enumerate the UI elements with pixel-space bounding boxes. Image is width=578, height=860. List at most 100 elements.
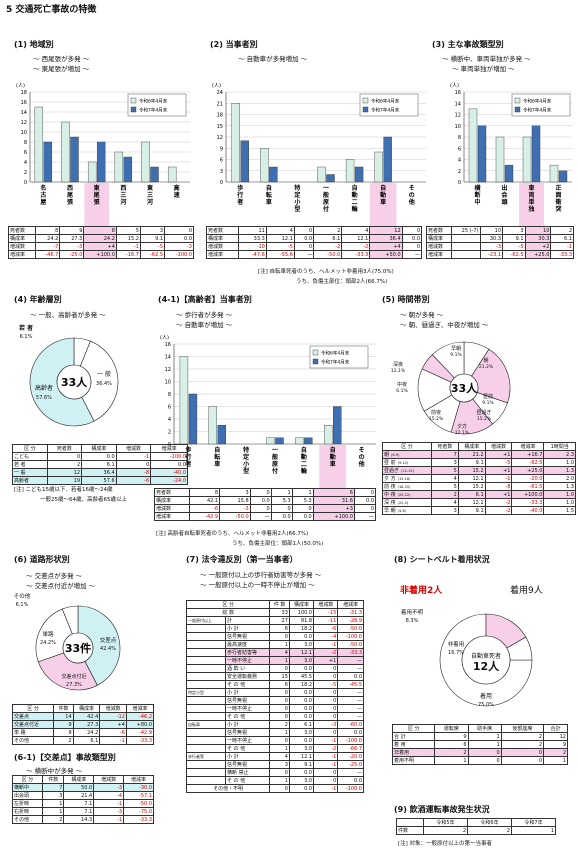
region-table: 死者数 8 9 8 5 3 0 構成率 24.2 27.3 24.2 15.2 9.1 0.0 増減数 -7-…	[7, 226, 194, 259]
table-cell: 1	[291, 488, 314, 497]
category-label-char: そ	[409, 185, 415, 192]
table-cell: 0	[269, 704, 290, 713]
table-cell: -66.7	[337, 744, 364, 753]
category-label-char: 河	[120, 198, 126, 206]
category-label-char: 車	[528, 184, 534, 192]
table-cell: 0	[500, 748, 545, 757]
group-label	[186, 736, 226, 745]
row-label: 昼 前 (9-12)	[382, 458, 432, 467]
column-header: 死者数	[46, 444, 83, 453]
row-label: 昼過ぎ (12-15)	[382, 466, 432, 475]
table-cell: -3	[479, 242, 504, 251]
table-cell: -6	[99, 728, 127, 737]
table-row: 単 路 8 24.2 -6 -42.9	[11, 728, 155, 737]
seatbelt-wear-pct: 75.0%	[478, 702, 494, 708]
bar-r7	[304, 437, 313, 445]
table-cell: 0	[313, 776, 339, 785]
row-label-text: 夕 方	[384, 476, 396, 482]
table-cell: 6	[312, 488, 355, 497]
table-cell: 0	[467, 756, 502, 765]
table-row: 一時不停止 0 0.0 -1 -100.0	[186, 736, 364, 745]
table-cell: -1	[115, 242, 141, 251]
table-cell: -100.0	[337, 736, 364, 745]
table-cell	[451, 242, 481, 251]
category-label-char: 古	[40, 191, 46, 199]
table-row: 前 夜 (18-20) 5 15.2 -8 -61.5 1.3	[382, 482, 576, 491]
time-slice-pct: 15.2%	[429, 416, 444, 422]
table-cell: -7	[35, 242, 61, 251]
table-cell: 24.2	[72, 728, 101, 737]
row-label: 構成率	[206, 234, 239, 243]
table-row: 特定小型小 計 0 0.0 0—	[186, 688, 364, 697]
row-label: そ の 他	[224, 744, 271, 753]
tick-label: 6	[168, 405, 171, 411]
category-label-char: 両	[528, 192, 534, 199]
bar-r7	[123, 156, 133, 183]
legend-swatch-r7	[312, 358, 319, 365]
row-label-text: 左折時	[14, 801, 30, 807]
s7-sub2: ～ 一般原付以上の一時不停止が増加 ～	[200, 581, 315, 589]
category-label-char: 出	[501, 184, 507, 192]
table-cell: 42.4	[72, 712, 101, 721]
drunk-table: 令和5年 令和6年 令和7年 件数 2 2 1	[395, 818, 557, 835]
row-label-text: 右折時	[14, 809, 30, 815]
table-row: 最高速度 1 3.0 -1 -50.0	[186, 640, 364, 649]
table-cell: 0	[270, 504, 293, 513]
table-cell: 9.1	[502, 234, 526, 243]
table-cell: -16.7	[115, 250, 141, 259]
row-label: そ の 他	[224, 712, 271, 721]
column-header: 区 分	[12, 444, 48, 453]
table-cell: -12	[99, 712, 127, 721]
time-slice-label: 中夜	[397, 381, 407, 388]
bar-r6	[231, 103, 240, 183]
category-label-char: 小	[293, 198, 300, 206]
tick-label: 0	[24, 180, 27, 186]
table-cell: 0	[269, 688, 290, 697]
table-cell: -6	[313, 624, 339, 633]
bar-r7	[558, 170, 568, 183]
category-label-char: 車	[214, 460, 220, 468]
group-label	[186, 656, 226, 665]
row-label-text: 交差点付近	[14, 722, 40, 728]
table-cell: -33.3	[123, 815, 154, 824]
table-cell: 15.8	[219, 496, 251, 505]
category-label-char: 頭	[501, 198, 508, 206]
table-cell: 0.0	[293, 234, 315, 243]
row-label: 一時不停止	[224, 704, 271, 713]
table-cell: +4	[83, 242, 117, 251]
column-header: 件数	[41, 775, 65, 784]
time-slice-label: 昼前	[483, 393, 493, 400]
category-label-char: 屋	[40, 198, 46, 206]
bar-r6	[324, 425, 333, 445]
bar-r7	[326, 174, 335, 183]
tick-label: 12	[21, 120, 27, 126]
table-cell: 3.0	[288, 728, 315, 737]
row-label: 安全運転義務	[224, 672, 271, 681]
column-header: 増減率	[123, 775, 154, 784]
table-cell: 0.0	[288, 688, 315, 697]
row-label: 早 朝 (4-6)	[382, 506, 432, 515]
category-label-char: 河	[147, 198, 153, 206]
table-cell: 0	[293, 226, 315, 235]
table-row: そ の 他 1 3.0 -2 -66.7	[186, 744, 364, 753]
table-cell: 0	[293, 242, 315, 251]
tick-label: 14	[21, 110, 27, 116]
row-label: 歩行者妨害等	[224, 648, 271, 657]
table-row: 自転車小 計 2 6.1 -3 -60.0	[186, 720, 364, 729]
group-label	[186, 712, 226, 721]
row-label: 単 路	[11, 728, 55, 737]
table-cell: +100.0	[511, 490, 545, 499]
column-header: 件 数	[269, 600, 290, 609]
table-cell: 3	[219, 488, 251, 497]
category-highlight	[319, 445, 347, 489]
table-cell: -1	[99, 736, 127, 745]
table-cell: 42.1	[188, 496, 221, 505]
column-header: 1時間当	[543, 442, 576, 451]
table-cell: +100.0	[83, 250, 117, 259]
row-label: 前 夜 (18-20)	[382, 482, 432, 491]
table-cell: -1	[115, 452, 152, 461]
table-cell	[451, 250, 481, 259]
road-other-label: その他	[14, 592, 31, 600]
bar-r6	[295, 437, 304, 445]
age-young-pct: 6.1%	[20, 334, 33, 340]
